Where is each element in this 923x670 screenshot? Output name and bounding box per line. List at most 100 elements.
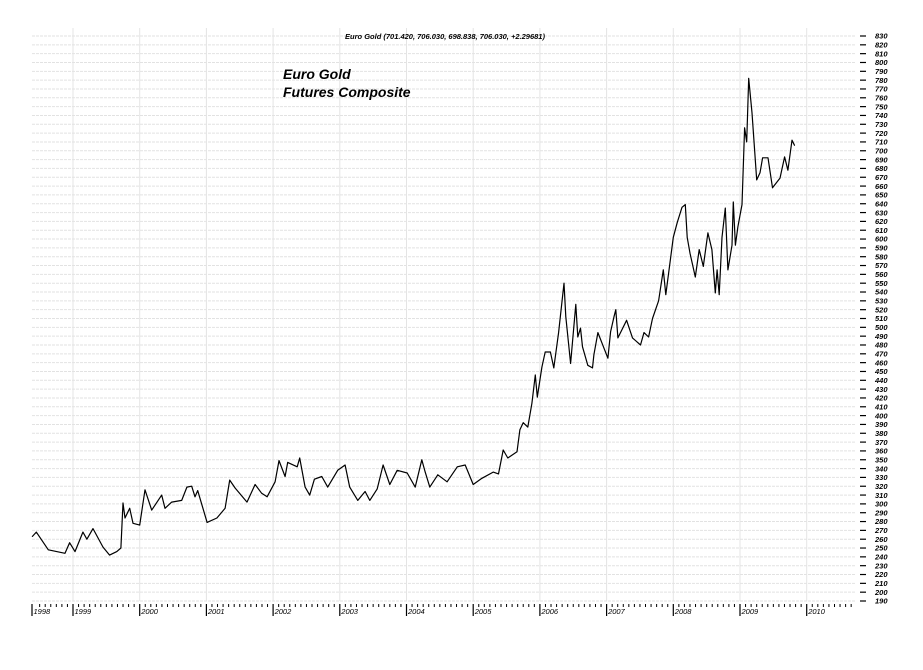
y-tick-label: 240 [874, 553, 888, 562]
data-point [304, 486, 306, 488]
y-axis: 1902002102202302402502602702802903003103… [860, 32, 888, 606]
y-tick-label: 660 [875, 182, 888, 191]
y-tick-label: 780 [875, 76, 888, 85]
data-point [702, 266, 704, 267]
data-point [414, 486, 416, 488]
data-point [472, 484, 474, 485]
data-point [672, 236, 674, 238]
data-point [737, 226, 739, 228]
data-point [122, 502, 124, 504]
data-point [151, 509, 153, 511]
x-tick-label: 2005 [474, 607, 493, 616]
data-point [615, 309, 617, 311]
y-tick-label: 290 [874, 508, 888, 517]
data-point [206, 522, 208, 523]
x-tick-label: 2002 [274, 607, 293, 616]
y-tick-label: 320 [875, 482, 888, 491]
y-tick-label: 540 [875, 288, 888, 297]
y-tick-label: 440 [874, 376, 888, 385]
x-tick-label: 2001 [207, 607, 225, 616]
y-tick-label: 460 [874, 358, 888, 367]
data-point [47, 549, 49, 551]
data-point [139, 524, 141, 526]
x-tick-label: 2010 [807, 607, 826, 616]
data-point [109, 554, 111, 556]
data-point [607, 357, 609, 359]
data-point [580, 327, 581, 329]
y-tick-label: 740 [875, 111, 888, 120]
data-point [686, 236, 688, 238]
data-point [549, 351, 551, 353]
data-point [610, 331, 612, 333]
data-point [779, 177, 781, 179]
data-point [593, 354, 595, 356]
y-tick-label: 560 [875, 270, 888, 279]
x-tick-label: 2009 [741, 607, 760, 616]
data-point [531, 402, 533, 404]
data-point [421, 459, 423, 461]
data-point [665, 294, 667, 296]
y-tick-label: 300 [875, 500, 888, 509]
y-tick-label: 360 [875, 447, 888, 456]
data-point [721, 236, 723, 238]
data-point [464, 464, 466, 466]
data-point [577, 336, 579, 338]
y-tick-label: 210 [874, 579, 888, 588]
data-point [640, 344, 641, 346]
data-point [429, 486, 431, 488]
y-tick-label: 420 [874, 394, 888, 403]
data-point [389, 484, 391, 485]
y-tick-label: 720 [875, 129, 888, 138]
data-point [278, 460, 280, 462]
data-point [194, 496, 196, 498]
y-tick-label: 790 [875, 67, 888, 76]
data-point [724, 207, 726, 209]
data-point [694, 276, 696, 278]
y-tick-label: 390 [875, 420, 888, 429]
data-point [396, 469, 398, 471]
y-tick-label: 620 [875, 217, 888, 226]
data-point [570, 363, 572, 364]
data-point [756, 179, 758, 181]
plot-area [31, 77, 796, 556]
data-point [284, 476, 286, 477]
y-tick-label: 530 [875, 297, 888, 306]
data-point [309, 494, 311, 496]
data-point [716, 269, 718, 271]
data-point [519, 429, 521, 431]
y-tick-label: 200 [874, 588, 888, 597]
y-tick-label: 650 [875, 191, 888, 200]
x-tick-label: 1999 [75, 607, 93, 616]
data-point [582, 346, 583, 348]
data-point [287, 461, 289, 463]
data-point [456, 466, 458, 468]
data-point [592, 367, 593, 369]
y-tick-label: 260 [874, 535, 888, 544]
data-point [536, 396, 538, 398]
data-point [299, 457, 301, 459]
y-tick-label: 490 [874, 332, 888, 341]
data-point [597, 332, 599, 334]
data-point [82, 531, 84, 533]
data-point [772, 187, 773, 189]
x-tick-label: 2003 [340, 607, 359, 616]
data-point [86, 538, 88, 540]
data-point [321, 476, 323, 477]
data-point [534, 374, 536, 376]
y-tick-label: 330 [875, 473, 888, 482]
y-tick-label: 310 [875, 491, 888, 500]
data-point [229, 479, 231, 481]
data-point [364, 491, 366, 492]
data-point [794, 145, 795, 146]
y-tick-label: 820 [875, 41, 888, 50]
y-tick-label: 700 [875, 146, 888, 155]
data-point [216, 517, 218, 519]
y-tick-label: 380 [875, 429, 888, 438]
x-tick-label: 1998 [34, 607, 52, 616]
data-point [698, 249, 700, 251]
y-tick-label: 580 [875, 252, 888, 261]
data-point [617, 337, 619, 339]
price-line [31, 77, 796, 556]
data-point [171, 501, 173, 503]
